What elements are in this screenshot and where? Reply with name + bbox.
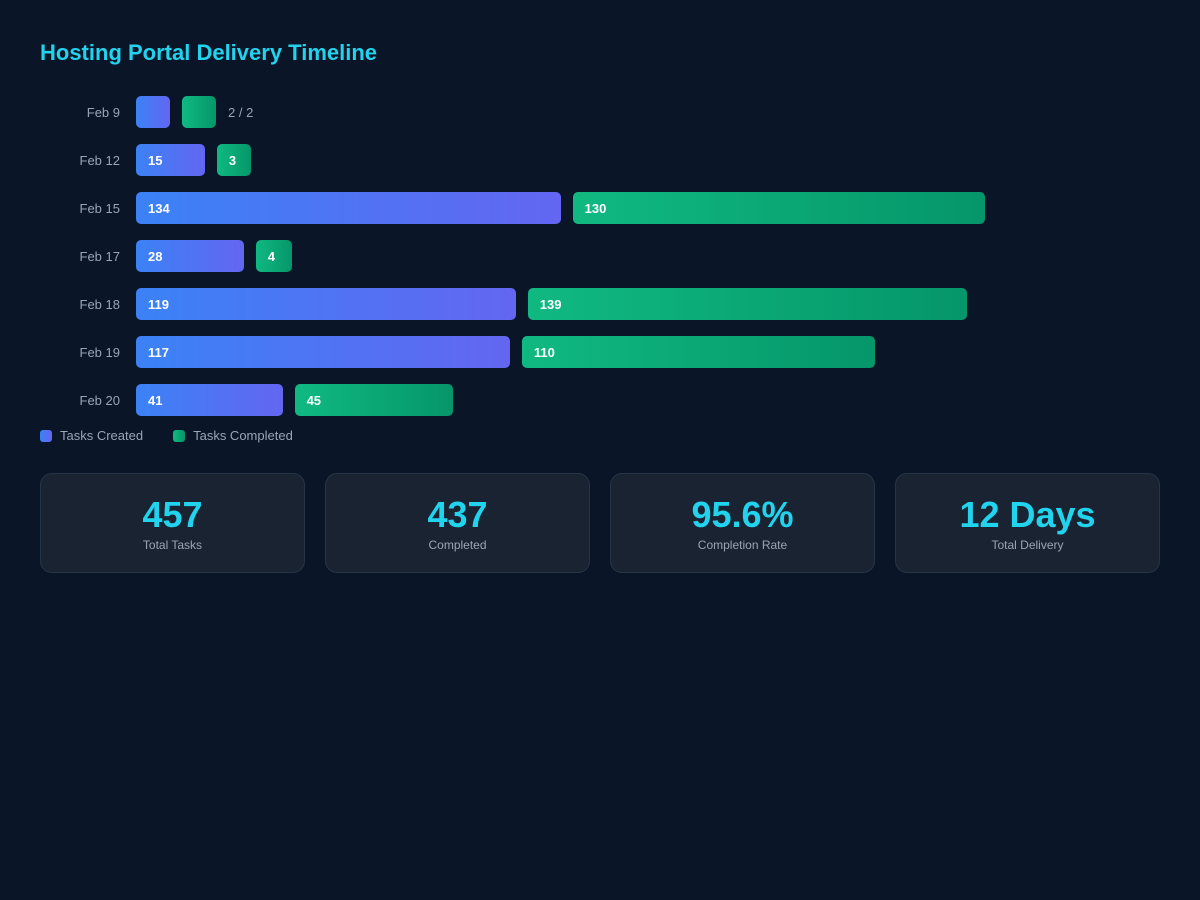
stat-value: 437 <box>427 494 488 535</box>
bar-value-label: 3 <box>228 152 237 168</box>
bar-value-label: 119 <box>148 296 169 312</box>
stat-value: 95.6% <box>691 494 794 535</box>
bar-chart: Feb 9 2 / 2 Feb 12 15 3 Feb 15 134 130 Feb 17 28 4… <box>40 96 1160 416</box>
chart-row: Feb 19 117 110 <box>40 336 1160 368</box>
bar-created: 28 <box>136 240 244 272</box>
chart-row: Feb 18 119 139 <box>40 288 1160 320</box>
bar-value-label: 28 <box>148 248 163 264</box>
legend-swatch-created <box>40 429 52 442</box>
category-label: Feb 20 <box>79 392 120 408</box>
bar-completed: 110 <box>521 336 875 368</box>
bar-value-label: 15 <box>148 152 163 168</box>
bar-created <box>136 96 170 128</box>
legend-label: Tasks Created <box>60 428 144 443</box>
bar-created: 15 <box>136 144 205 176</box>
legend: Tasks Created Tasks Completed <box>40 428 1160 443</box>
category-label: Feb 18 <box>79 296 120 312</box>
bar-created: 134 <box>136 192 561 224</box>
bar-value-label: 134 <box>148 200 170 216</box>
bar-value-label: 117 <box>148 344 169 360</box>
stat-label: Total Delivery <box>991 538 1064 552</box>
bar-completed: 45 <box>294 384 454 416</box>
stat-card-completion-rate: 95.6% Completion Rate <box>610 473 875 573</box>
category-label: Feb 19 <box>79 344 120 360</box>
bar-completed: 4 <box>255 240 292 272</box>
bar-value-label: 4 <box>267 248 275 264</box>
stat-value: 12 Days <box>959 494 1096 535</box>
chart-row: Feb 20 41 45 <box>40 384 1160 416</box>
stat-value: 457 <box>142 494 203 535</box>
stat-card-total-tasks: 457 Total Tasks <box>40 473 305 573</box>
category-label: Feb 17 <box>79 248 120 264</box>
category-label: Feb 15 <box>79 200 120 216</box>
bar-value-label: 45 <box>306 392 322 408</box>
bar-created: 119 <box>136 288 516 320</box>
legend-item-created: Tasks Created <box>40 428 143 443</box>
chart-row: Feb 15 134 130 <box>40 192 1160 224</box>
category-label: Feb 12 <box>79 152 120 168</box>
stat-card-completed: 437 Completed <box>325 473 590 573</box>
bar-value-label: 41 <box>148 392 163 408</box>
bar-created: 117 <box>136 336 510 368</box>
bar-created: 41 <box>136 384 283 416</box>
legend-label: Tasks Completed <box>193 428 293 443</box>
chart-row: Feb 9 2 / 2 <box>40 96 1160 128</box>
bar-annotation: 2 / 2 <box>228 104 254 120</box>
legend-swatch-completed <box>173 429 186 442</box>
bar-completed: 3 <box>216 144 251 176</box>
stat-label: Completed <box>428 538 487 552</box>
bar-completed: 130 <box>572 192 986 224</box>
bar-value-label: 139 <box>539 296 562 312</box>
bar-value-label: 110 <box>533 344 555 360</box>
bar-completed: 139 <box>527 288 968 320</box>
category-label: Feb 9 <box>86 104 120 120</box>
bar-value-label: 130 <box>584 200 607 216</box>
chart-row: Feb 12 15 3 <box>40 144 1160 176</box>
stat-label: Total Tasks <box>142 538 203 552</box>
legend-item-completed: Tasks Completed <box>173 428 293 443</box>
chart-row: Feb 17 28 4 <box>40 240 1160 272</box>
stat-card-total-delivery: 12 Days Total Delivery <box>895 473 1160 573</box>
chart-title: Hosting Portal Delivery Timeline <box>40 40 378 65</box>
stats-row: 457 Total Tasks 437 Completed 95.6% Complet… <box>40 473 1160 573</box>
stat-label: Completion Rate <box>697 538 788 552</box>
bar-completed <box>182 96 216 128</box>
